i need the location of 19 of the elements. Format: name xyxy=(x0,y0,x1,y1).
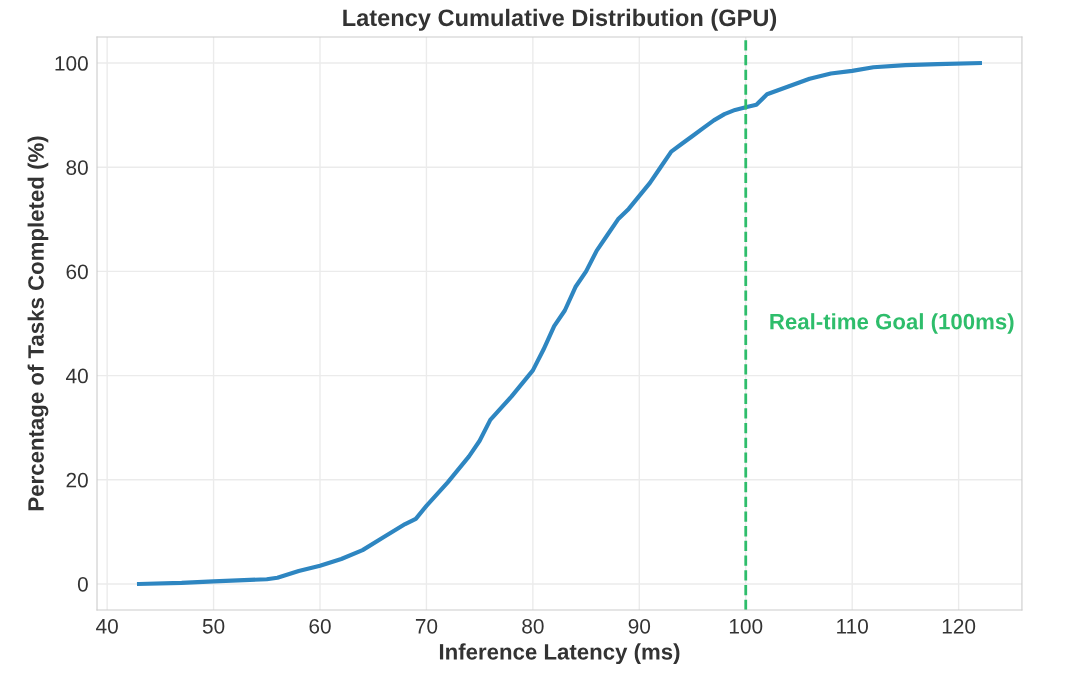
ref-line-label: Real-time Goal (100ms) xyxy=(770,313,1014,334)
x-tick-label: 70 xyxy=(415,618,438,634)
y-tick-label: 40 xyxy=(65,368,88,384)
y-tick-label: 60 xyxy=(66,264,88,280)
y-tick-label: 80 xyxy=(66,160,88,175)
x-tick-label: 90 xyxy=(628,618,651,634)
x-tick-label: 110 xyxy=(837,618,868,634)
y-tick-label: 0 xyxy=(77,576,88,592)
y-axis-title: Percentage of Tasks Completed (%) xyxy=(27,136,49,511)
x-tick-label: 80 xyxy=(522,618,544,634)
x-tick-label: 60 xyxy=(309,618,331,634)
y-tick-label: 20 xyxy=(66,472,88,488)
x-axis-title: Inference Latency (ms) xyxy=(439,643,680,665)
y-tick-label: 100 xyxy=(55,56,88,71)
x-tick-label: 50 xyxy=(202,618,225,634)
x-tick-label: 40 xyxy=(96,618,118,634)
x-tick-label: 120 xyxy=(942,618,976,634)
chart-title: Latency Cumulative Distribution (GPU) xyxy=(343,8,777,31)
x-tick-label: 100 xyxy=(729,618,763,634)
